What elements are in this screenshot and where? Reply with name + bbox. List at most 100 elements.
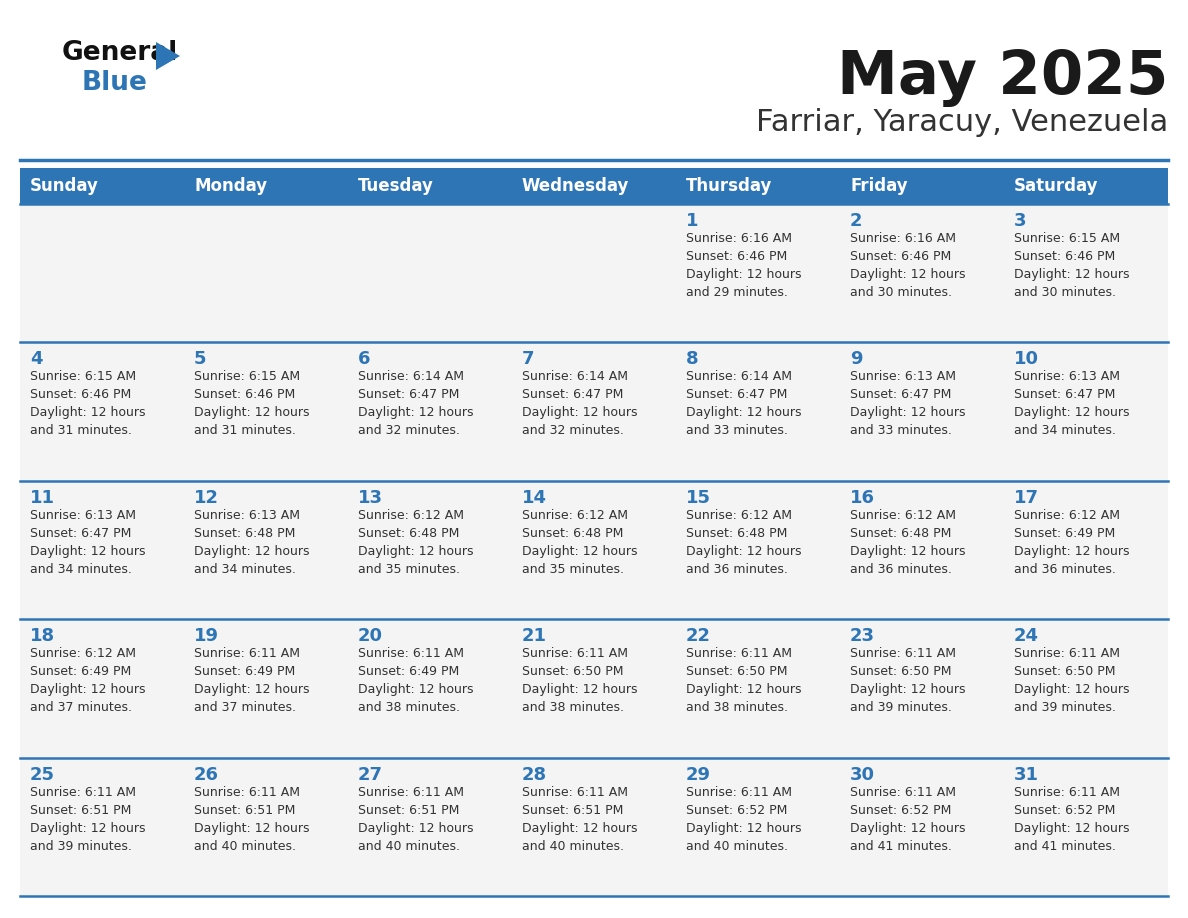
Bar xyxy=(20,757,184,896)
Text: 18: 18 xyxy=(30,627,55,645)
Text: Sunrise: 6:12 AM
Sunset: 6:48 PM
Daylight: 12 hours
and 35 minutes.: Sunrise: 6:12 AM Sunset: 6:48 PM Dayligh… xyxy=(522,509,638,576)
Text: 27: 27 xyxy=(358,766,383,784)
Bar xyxy=(512,481,676,620)
Text: Sunrise: 6:11 AM
Sunset: 6:50 PM
Daylight: 12 hours
and 39 minutes.: Sunrise: 6:11 AM Sunset: 6:50 PM Dayligh… xyxy=(849,647,966,714)
Text: 12: 12 xyxy=(194,488,219,507)
Bar xyxy=(676,481,840,620)
Bar xyxy=(20,168,184,204)
Bar xyxy=(184,168,348,204)
Text: Blue: Blue xyxy=(82,70,147,96)
Bar xyxy=(184,620,348,757)
Text: 5: 5 xyxy=(194,351,207,368)
Text: May 2025: May 2025 xyxy=(836,48,1168,107)
Text: Sunrise: 6:13 AM
Sunset: 6:47 PM
Daylight: 12 hours
and 33 minutes.: Sunrise: 6:13 AM Sunset: 6:47 PM Dayligh… xyxy=(849,370,966,437)
Text: Sunrise: 6:15 AM
Sunset: 6:46 PM
Daylight: 12 hours
and 30 minutes.: Sunrise: 6:15 AM Sunset: 6:46 PM Dayligh… xyxy=(1015,232,1130,299)
Bar xyxy=(1004,620,1168,757)
Text: 8: 8 xyxy=(685,351,699,368)
Bar xyxy=(348,757,512,896)
Text: 25: 25 xyxy=(30,766,55,784)
Text: Sunrise: 6:16 AM
Sunset: 6:46 PM
Daylight: 12 hours
and 30 minutes.: Sunrise: 6:16 AM Sunset: 6:46 PM Dayligh… xyxy=(849,232,966,299)
Text: 6: 6 xyxy=(358,351,371,368)
Text: 23: 23 xyxy=(849,627,876,645)
Bar xyxy=(184,481,348,620)
Text: Sunrise: 6:12 AM
Sunset: 6:48 PM
Daylight: 12 hours
and 36 minutes.: Sunrise: 6:12 AM Sunset: 6:48 PM Dayligh… xyxy=(849,509,966,576)
Text: 1: 1 xyxy=(685,212,699,230)
Text: Sunrise: 6:11 AM
Sunset: 6:50 PM
Daylight: 12 hours
and 38 minutes.: Sunrise: 6:11 AM Sunset: 6:50 PM Dayligh… xyxy=(522,647,638,714)
Text: 17: 17 xyxy=(1015,488,1040,507)
Text: 15: 15 xyxy=(685,488,710,507)
Text: Sunrise: 6:13 AM
Sunset: 6:47 PM
Daylight: 12 hours
and 34 minutes.: Sunrise: 6:13 AM Sunset: 6:47 PM Dayligh… xyxy=(30,509,145,576)
Text: Sunrise: 6:14 AM
Sunset: 6:47 PM
Daylight: 12 hours
and 32 minutes.: Sunrise: 6:14 AM Sunset: 6:47 PM Dayligh… xyxy=(358,370,474,437)
Text: 22: 22 xyxy=(685,627,710,645)
Text: 20: 20 xyxy=(358,627,383,645)
Text: 28: 28 xyxy=(522,766,548,784)
Text: Sunrise: 6:11 AM
Sunset: 6:51 PM
Daylight: 12 hours
and 40 minutes.: Sunrise: 6:11 AM Sunset: 6:51 PM Dayligh… xyxy=(194,786,310,853)
Text: 13: 13 xyxy=(358,488,383,507)
Text: 3: 3 xyxy=(1015,212,1026,230)
Text: Sunrise: 6:14 AM
Sunset: 6:47 PM
Daylight: 12 hours
and 32 minutes.: Sunrise: 6:14 AM Sunset: 6:47 PM Dayligh… xyxy=(522,370,638,437)
Text: 29: 29 xyxy=(685,766,710,784)
Bar xyxy=(1004,168,1168,204)
Bar xyxy=(1004,481,1168,620)
Text: Sunrise: 6:12 AM
Sunset: 6:48 PM
Daylight: 12 hours
and 36 minutes.: Sunrise: 6:12 AM Sunset: 6:48 PM Dayligh… xyxy=(685,509,802,576)
Bar xyxy=(20,481,184,620)
Text: Sunrise: 6:15 AM
Sunset: 6:46 PM
Daylight: 12 hours
and 31 minutes.: Sunrise: 6:15 AM Sunset: 6:46 PM Dayligh… xyxy=(30,370,145,437)
Text: 26: 26 xyxy=(194,766,219,784)
Text: Wednesday: Wednesday xyxy=(522,177,630,195)
Bar xyxy=(1004,204,1168,342)
Bar xyxy=(840,481,1004,620)
Text: 31: 31 xyxy=(1015,766,1040,784)
Bar xyxy=(512,204,676,342)
Text: Sunrise: 6:11 AM
Sunset: 6:50 PM
Daylight: 12 hours
and 39 minutes.: Sunrise: 6:11 AM Sunset: 6:50 PM Dayligh… xyxy=(1015,647,1130,714)
Text: 11: 11 xyxy=(30,488,55,507)
Text: 4: 4 xyxy=(30,351,43,368)
Text: 24: 24 xyxy=(1015,627,1040,645)
Text: Sunrise: 6:13 AM
Sunset: 6:48 PM
Daylight: 12 hours
and 34 minutes.: Sunrise: 6:13 AM Sunset: 6:48 PM Dayligh… xyxy=(194,509,310,576)
Bar xyxy=(1004,757,1168,896)
Text: 2: 2 xyxy=(849,212,862,230)
Text: Sunrise: 6:15 AM
Sunset: 6:46 PM
Daylight: 12 hours
and 31 minutes.: Sunrise: 6:15 AM Sunset: 6:46 PM Dayligh… xyxy=(194,370,310,437)
Bar xyxy=(512,620,676,757)
Bar xyxy=(1004,342,1168,481)
Bar xyxy=(20,342,184,481)
Text: 10: 10 xyxy=(1015,351,1040,368)
Bar xyxy=(512,342,676,481)
Text: Sunrise: 6:11 AM
Sunset: 6:52 PM
Daylight: 12 hours
and 40 minutes.: Sunrise: 6:11 AM Sunset: 6:52 PM Dayligh… xyxy=(685,786,802,853)
Text: General: General xyxy=(62,40,178,66)
Text: 21: 21 xyxy=(522,627,546,645)
Bar xyxy=(512,757,676,896)
Bar xyxy=(348,481,512,620)
Text: Monday: Monday xyxy=(194,177,267,195)
Text: Tuesday: Tuesday xyxy=(358,177,434,195)
Text: Sunrise: 6:14 AM
Sunset: 6:47 PM
Daylight: 12 hours
and 33 minutes.: Sunrise: 6:14 AM Sunset: 6:47 PM Dayligh… xyxy=(685,370,802,437)
Text: Sunday: Sunday xyxy=(30,177,99,195)
Text: Sunrise: 6:11 AM
Sunset: 6:51 PM
Daylight: 12 hours
and 40 minutes.: Sunrise: 6:11 AM Sunset: 6:51 PM Dayligh… xyxy=(358,786,474,853)
Text: Sunrise: 6:13 AM
Sunset: 6:47 PM
Daylight: 12 hours
and 34 minutes.: Sunrise: 6:13 AM Sunset: 6:47 PM Dayligh… xyxy=(1015,370,1130,437)
Text: Saturday: Saturday xyxy=(1015,177,1099,195)
Text: Sunrise: 6:11 AM
Sunset: 6:49 PM
Daylight: 12 hours
and 37 minutes.: Sunrise: 6:11 AM Sunset: 6:49 PM Dayligh… xyxy=(194,647,310,714)
Text: Sunrise: 6:11 AM
Sunset: 6:51 PM
Daylight: 12 hours
and 39 minutes.: Sunrise: 6:11 AM Sunset: 6:51 PM Dayligh… xyxy=(30,786,145,853)
Bar xyxy=(676,168,840,204)
Bar xyxy=(348,204,512,342)
Text: Farriar, Yaracuy, Venezuela: Farriar, Yaracuy, Venezuela xyxy=(756,108,1168,137)
Text: Sunrise: 6:12 AM
Sunset: 6:49 PM
Daylight: 12 hours
and 36 minutes.: Sunrise: 6:12 AM Sunset: 6:49 PM Dayligh… xyxy=(1015,509,1130,576)
Bar xyxy=(840,757,1004,896)
Bar xyxy=(512,168,676,204)
Bar xyxy=(676,342,840,481)
Text: 14: 14 xyxy=(522,488,546,507)
Bar xyxy=(20,620,184,757)
Bar xyxy=(840,342,1004,481)
Text: Sunrise: 6:11 AM
Sunset: 6:52 PM
Daylight: 12 hours
and 41 minutes.: Sunrise: 6:11 AM Sunset: 6:52 PM Dayligh… xyxy=(1015,786,1130,853)
Bar xyxy=(184,204,348,342)
Bar xyxy=(676,620,840,757)
Text: 19: 19 xyxy=(194,627,219,645)
Text: Sunrise: 6:11 AM
Sunset: 6:52 PM
Daylight: 12 hours
and 41 minutes.: Sunrise: 6:11 AM Sunset: 6:52 PM Dayligh… xyxy=(849,786,966,853)
Text: Sunrise: 6:12 AM
Sunset: 6:48 PM
Daylight: 12 hours
and 35 minutes.: Sunrise: 6:12 AM Sunset: 6:48 PM Dayligh… xyxy=(358,509,474,576)
Text: Sunrise: 6:16 AM
Sunset: 6:46 PM
Daylight: 12 hours
and 29 minutes.: Sunrise: 6:16 AM Sunset: 6:46 PM Dayligh… xyxy=(685,232,802,299)
Bar xyxy=(676,204,840,342)
Text: 7: 7 xyxy=(522,351,535,368)
Bar xyxy=(348,620,512,757)
Bar xyxy=(840,168,1004,204)
Text: Sunrise: 6:11 AM
Sunset: 6:49 PM
Daylight: 12 hours
and 38 minutes.: Sunrise: 6:11 AM Sunset: 6:49 PM Dayligh… xyxy=(358,647,474,714)
Text: Thursday: Thursday xyxy=(685,177,772,195)
